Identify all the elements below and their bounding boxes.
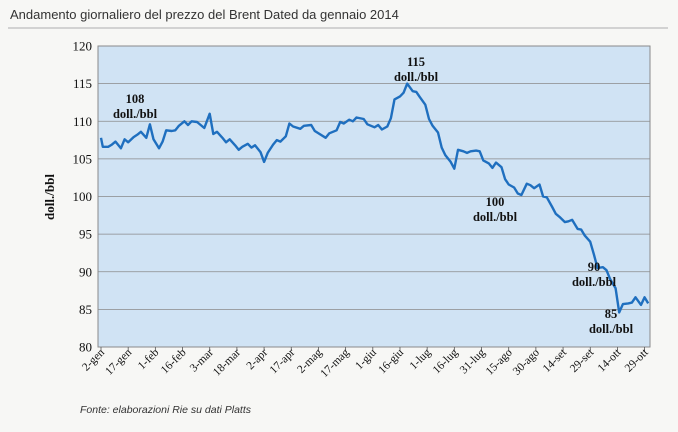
x-tick-label: 15-ago [484, 346, 515, 377]
x-tick-label: 16-feb [159, 346, 189, 376]
annotation-value: 100 [486, 195, 505, 209]
x-tick-label: 29-ott [623, 346, 651, 374]
annotation-value: 90 [588, 260, 601, 274]
y-axis-label: doll./bbl [42, 174, 57, 220]
annotation-value: 115 [407, 55, 425, 69]
x-tick-label: 1-lug [408, 346, 434, 372]
annotation-unit: doll./bbl [572, 275, 617, 289]
x-tick-label: 1-giu [353, 346, 379, 372]
x-tick-label: 16-giu [376, 346, 406, 376]
source-note: Fonte: elaborazioni Rie su dati Platts [80, 404, 252, 416]
y-tick-label: 85 [79, 302, 92, 317]
x-tick-label: 17-gen [103, 346, 134, 377]
y-tick-label: 110 [73, 114, 92, 129]
x-tick-label: 14-set [541, 346, 570, 375]
title-divider [8, 27, 668, 29]
y-tick-label: 105 [73, 151, 93, 166]
annotation-unit: doll./bbl [113, 107, 158, 121]
chart-title: Andamento giornaliero del prezzo del Bre… [10, 7, 399, 22]
x-tick-label: 17-apr [268, 347, 298, 377]
annotation-unit: doll./bbl [473, 210, 518, 224]
annotation-value: 108 [126, 92, 145, 106]
y-tick-label: 95 [79, 227, 92, 242]
x-tick-label: 31-lug [458, 346, 488, 376]
x-tick-label: 30-ago [511, 346, 542, 377]
x-tick-label: 18-mar [211, 347, 243, 379]
x-tick-label: 16-lug [431, 346, 461, 376]
price-annotations: 108doll./bbl115doll./bbl100doll./bbl90do… [113, 55, 634, 336]
x-tick-label: 29-set [568, 346, 597, 375]
y-tick-label: 80 [79, 340, 92, 355]
y-axis-ticks: 80 85 90 95 100 105 110 115 120 [73, 39, 93, 355]
annotation-unit: doll./bbl [589, 322, 634, 336]
y-tick-label: 90 [79, 264, 92, 279]
x-tick-label: 2-apr [245, 347, 271, 373]
y-tick-label: 115 [73, 76, 92, 91]
annotation-unit: doll./bbl [394, 70, 439, 84]
y-tick-label: 120 [73, 39, 93, 54]
x-tick-label: 14-ott [596, 346, 624, 374]
y-tick-label: 100 [73, 189, 93, 204]
x-tick-label: 17-mag [318, 346, 352, 380]
series-line-brent-dated [99, 82, 650, 314]
x-tick-label: 1-feb [136, 346, 162, 372]
annotation-value: 85 [605, 307, 618, 321]
